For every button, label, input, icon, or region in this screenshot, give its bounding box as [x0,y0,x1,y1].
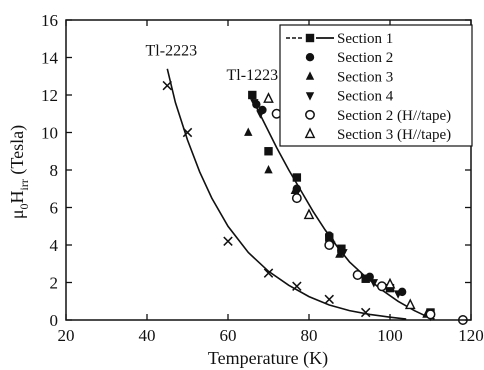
annotation-tl2223: Tl-2223 [146,43,198,60]
y-tick-label: 10 [41,124,58,143]
point-section-3-h-tape [303,208,315,220]
legend-section-3-h-tape-marker [304,127,316,139]
legend-section-2-h-tape-marker [305,109,315,120]
x-tick-label: 100 [377,326,403,345]
point-section-1 [361,274,370,283]
point-tl2223 [182,127,193,138]
legend-items: Section 1 Section 2 Section 3 Section 4 Sect… [286,31,451,143]
point-section-4 [339,249,348,258]
x-tick-label: 40 [139,326,156,345]
point-section-2-h-tape [352,270,363,280]
point-section-1 [292,173,302,182]
x-tick-label: 80 [301,326,318,345]
point-section-2-h-tape [324,240,335,250]
point-section-2-h-tape [291,193,302,204]
legend-section-2-marker [305,53,315,62]
x-axis-label: Temperature (K) [208,348,328,369]
point-tl2223 [360,307,371,318]
point-section-4 [256,110,265,119]
x-tick-label: 20 [58,326,75,345]
legend-box [279,24,473,147]
point-section-4 [369,279,378,288]
point-section-3-h-tape [263,92,274,103]
y-label-sub0: 0 [17,203,31,209]
annotation-tl1223: Tl-1223 [227,67,279,84]
y-axis-label: μ0Hirr (Tesla) [7,125,31,219]
point-tl2223 [292,281,302,291]
legend-section-2-label: Section 2 [337,50,393,66]
point-tl2223 [324,294,334,305]
point-section-4 [393,290,403,299]
y-tick-label: 4 [50,236,59,255]
legend-section-3-h-tape-label: Section 3 (H//tape) [337,127,451,143]
legend-section-1-label: Section 1 [337,31,393,47]
legend-section-3-label: Section 3 [337,69,393,85]
point-section-2-h-tape [376,281,387,292]
y-tick-label: 2 [50,274,59,293]
data-points [162,80,468,325]
x-tick-label: 120 [458,326,484,345]
legend-section-2-h-tape-label: Section 2 (H//tape) [337,108,451,124]
legend-section-4-label: Section 4 [337,89,394,105]
legend-section-4-marker [305,92,315,101]
x-tick-label: 60 [220,326,237,345]
y-tick-label: 12 [41,86,58,105]
axis-ticks: 20 40 60 80 100 120 0 2 4 6 8 10 12 14 16 [41,11,484,345]
legend: Section 1 Section 2 Section 3 Section 4 Sect… [279,24,473,147]
y-tick-label: 14 [41,49,59,68]
point-tl2223 [263,268,274,278]
point-section-1 [248,90,257,100]
y-tick-label: 16 [41,11,58,30]
y-tick-label: 6 [50,199,59,218]
y-label-h: H [7,190,27,203]
point-section-1 [264,147,273,156]
point-section-3 [244,127,253,136]
legend-section-3-marker [305,71,315,80]
point-section-3 [335,249,344,258]
point-section-2 [365,272,374,282]
y-label-unit: (Tesla) [7,125,28,179]
y-tick-label: 8 [50,161,59,180]
y-tick-label: 0 [50,311,59,330]
point-section-3 [264,165,273,174]
point-section-4 [250,99,259,108]
point-section-3-h-tape [384,277,396,289]
y-label-subirr: irr [17,179,31,190]
y-label-mu: μ [7,209,27,219]
point-section-3-h-tape [404,298,416,310]
point-tl2223 [223,236,233,246]
point-section-2-h-tape [425,309,436,320]
fit-curve-tl-2223 [166,68,407,320]
point-tl2223 [162,80,172,91]
legend-section-1-marker [305,33,315,43]
